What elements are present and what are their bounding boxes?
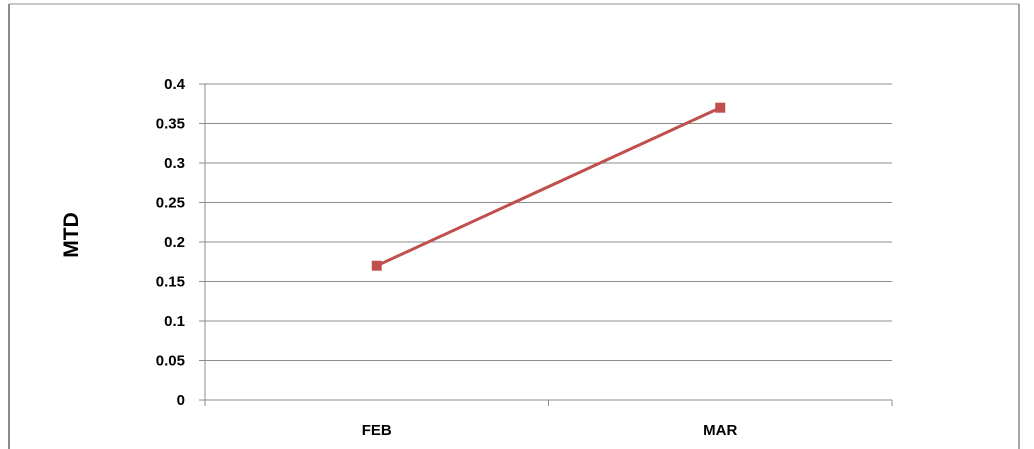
series-markers bbox=[371, 102, 726, 271]
y-tick-label: 0 bbox=[177, 392, 185, 409]
series-line bbox=[376, 106, 721, 268]
y-tick-labels: 0 0.05 0.1 0.15 0.2 0.25 0.3 0.35 0.4 bbox=[156, 76, 186, 409]
y-axis-title: MTD bbox=[60, 212, 83, 258]
y-tick-label: 0.35 bbox=[156, 116, 185, 133]
series-lines bbox=[376, 106, 721, 268]
y-tick-label: 0.4 bbox=[164, 76, 186, 93]
x-tick-labels: FEB MAR bbox=[362, 422, 738, 439]
x-tick-label: MAR bbox=[703, 422, 737, 439]
y-tick-label: 0.05 bbox=[156, 353, 185, 370]
data-point-feb bbox=[371, 260, 382, 271]
x-tick-label: FEB bbox=[362, 422, 392, 439]
data-point-mar bbox=[715, 102, 726, 113]
y-tick-label: 0.3 bbox=[164, 155, 185, 172]
y-tick-label: 0.15 bbox=[156, 274, 185, 291]
gridlines bbox=[205, 83, 892, 361]
y-tick-label: 0.2 bbox=[164, 234, 185, 251]
y-tick-label: 0.1 bbox=[164, 313, 185, 330]
axes bbox=[199, 83, 893, 406]
y-tick-label: 0.25 bbox=[156, 195, 185, 212]
